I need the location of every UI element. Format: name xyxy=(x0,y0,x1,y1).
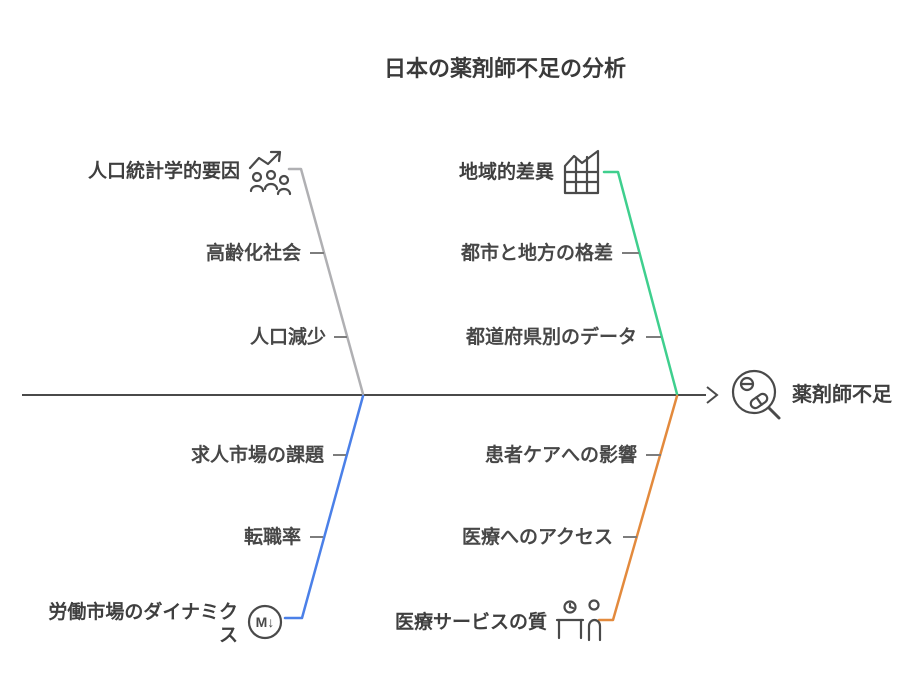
effect-label: 薬剤師不足 xyxy=(792,382,893,406)
labor-market-icon-text: M↓ xyxy=(256,614,275,630)
spine-arrow-icon xyxy=(706,386,719,404)
item-label: 都市と地方の格差 xyxy=(460,241,613,264)
item-label: 人口減少 xyxy=(250,325,326,348)
item-label: 医療へのアクセス xyxy=(462,525,613,548)
branch-line xyxy=(287,167,365,396)
diagram-title: 日本の薬剤師不足の分析 xyxy=(384,56,626,81)
item-label: 都道府県別のデータ xyxy=(465,325,637,348)
item-label: 高齢化社会 xyxy=(206,241,301,264)
branch-line xyxy=(602,170,679,396)
branch-label: 人口統計学的要因 xyxy=(88,159,240,182)
branch-regional-differences: 地域的差異 都市と地方の格差 都道府県別のデータ xyxy=(459,149,679,396)
branch-demographic-factors: 人口統計学的要因 高齢化社会 人口減少 xyxy=(88,150,365,396)
item-label: 患者ケアへの影響 xyxy=(485,443,637,466)
labor-market-icon: M↓ xyxy=(247,604,283,640)
branch-label: ス xyxy=(219,625,238,646)
population-trend-icon xyxy=(248,150,292,196)
branch-labor-market-dynamics: 労働市場のダイナミク ス M↓ 求人市場の課題 転職率 xyxy=(48,394,365,646)
patient-service-icon xyxy=(555,599,602,642)
effect-node: 薬剤師不足 xyxy=(731,369,893,420)
branch-label: 医療サービスの質 xyxy=(395,610,547,633)
region-grid-icon xyxy=(563,149,600,195)
branch-quality-of-medical-services: 医療サービスの質 患者ケアへの影響 医療へのアクセス xyxy=(395,394,679,642)
branch-line xyxy=(597,394,679,622)
pill-search-icon xyxy=(731,369,781,420)
branch-label: 地域的差異 xyxy=(459,160,554,183)
branch-label: 労働市場のダイナミク xyxy=(48,600,238,623)
item-label: 求人市場の課題 xyxy=(191,443,325,466)
item-label: 転職率 xyxy=(244,525,301,548)
branch-line xyxy=(283,394,365,620)
